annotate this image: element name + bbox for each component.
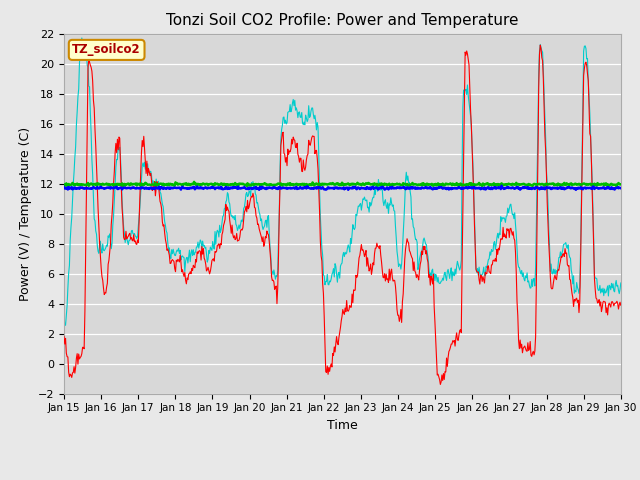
Text: TZ_soilco2: TZ_soilco2: [72, 43, 141, 56]
Legend: CR23X Temperature, CR23X Voltage, CR10X Voltage, CR10X Temperature: CR23X Temperature, CR23X Voltage, CR10X …: [65, 477, 620, 480]
Y-axis label: Power (V) / Temperature (C): Power (V) / Temperature (C): [19, 127, 32, 300]
X-axis label: Time: Time: [327, 419, 358, 432]
Title: Tonzi Soil CO2 Profile: Power and Temperature: Tonzi Soil CO2 Profile: Power and Temper…: [166, 13, 518, 28]
